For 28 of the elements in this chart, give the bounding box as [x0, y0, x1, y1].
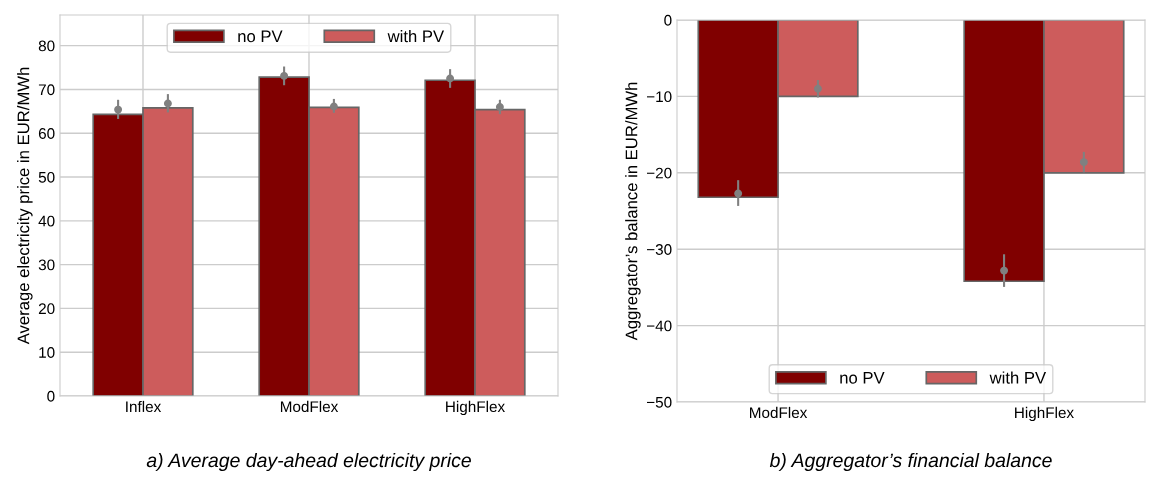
legend-label: no PV — [238, 30, 283, 43]
y-tick-label: −40 — [646, 320, 672, 332]
x-tick-label: Inflex — [126, 400, 162, 413]
legend-label: no PV — [840, 372, 885, 384]
text: a) Average day-ahead electricity price — [146, 452, 471, 472]
legend-label: with PV — [387, 30, 445, 43]
y-tick-label: 30 — [38, 259, 55, 271]
y-axis-title: Average electricity price in EUR/MWh — [17, 67, 33, 345]
x-tick-label: ModFlex — [280, 400, 339, 413]
text: b) Aggregator’s financial balance — [769, 452, 1052, 472]
y-tick-label: −50 — [646, 396, 672, 408]
y-tick-label: 60 — [38, 128, 55, 139]
y-tick-label: 20 — [38, 303, 55, 315]
y-tick-label: 10 — [39, 347, 55, 358]
y-tick-label: 40 — [38, 215, 55, 227]
y-tick-label: −20 — [646, 167, 672, 179]
y-tick-label: 50 — [38, 171, 55, 183]
x-tick-label: HighFlex — [1015, 406, 1074, 422]
legend-label: with PV — [989, 371, 1047, 384]
y-tick-label: −10 — [646, 91, 672, 103]
y-tick-label: 0 — [664, 14, 672, 26]
y-axis-title: Aggregator’s balance in EUR/MWh — [625, 82, 641, 341]
y-tick-label: 0 — [47, 390, 55, 402]
y-tick-label: 80 — [38, 40, 55, 52]
y-tick-label: 70 — [38, 84, 55, 96]
y-tick-label: −30 — [646, 244, 672, 255]
x-tick-label: HighFlex — [446, 400, 505, 416]
x-tick-label: ModFlex — [750, 406, 808, 419]
